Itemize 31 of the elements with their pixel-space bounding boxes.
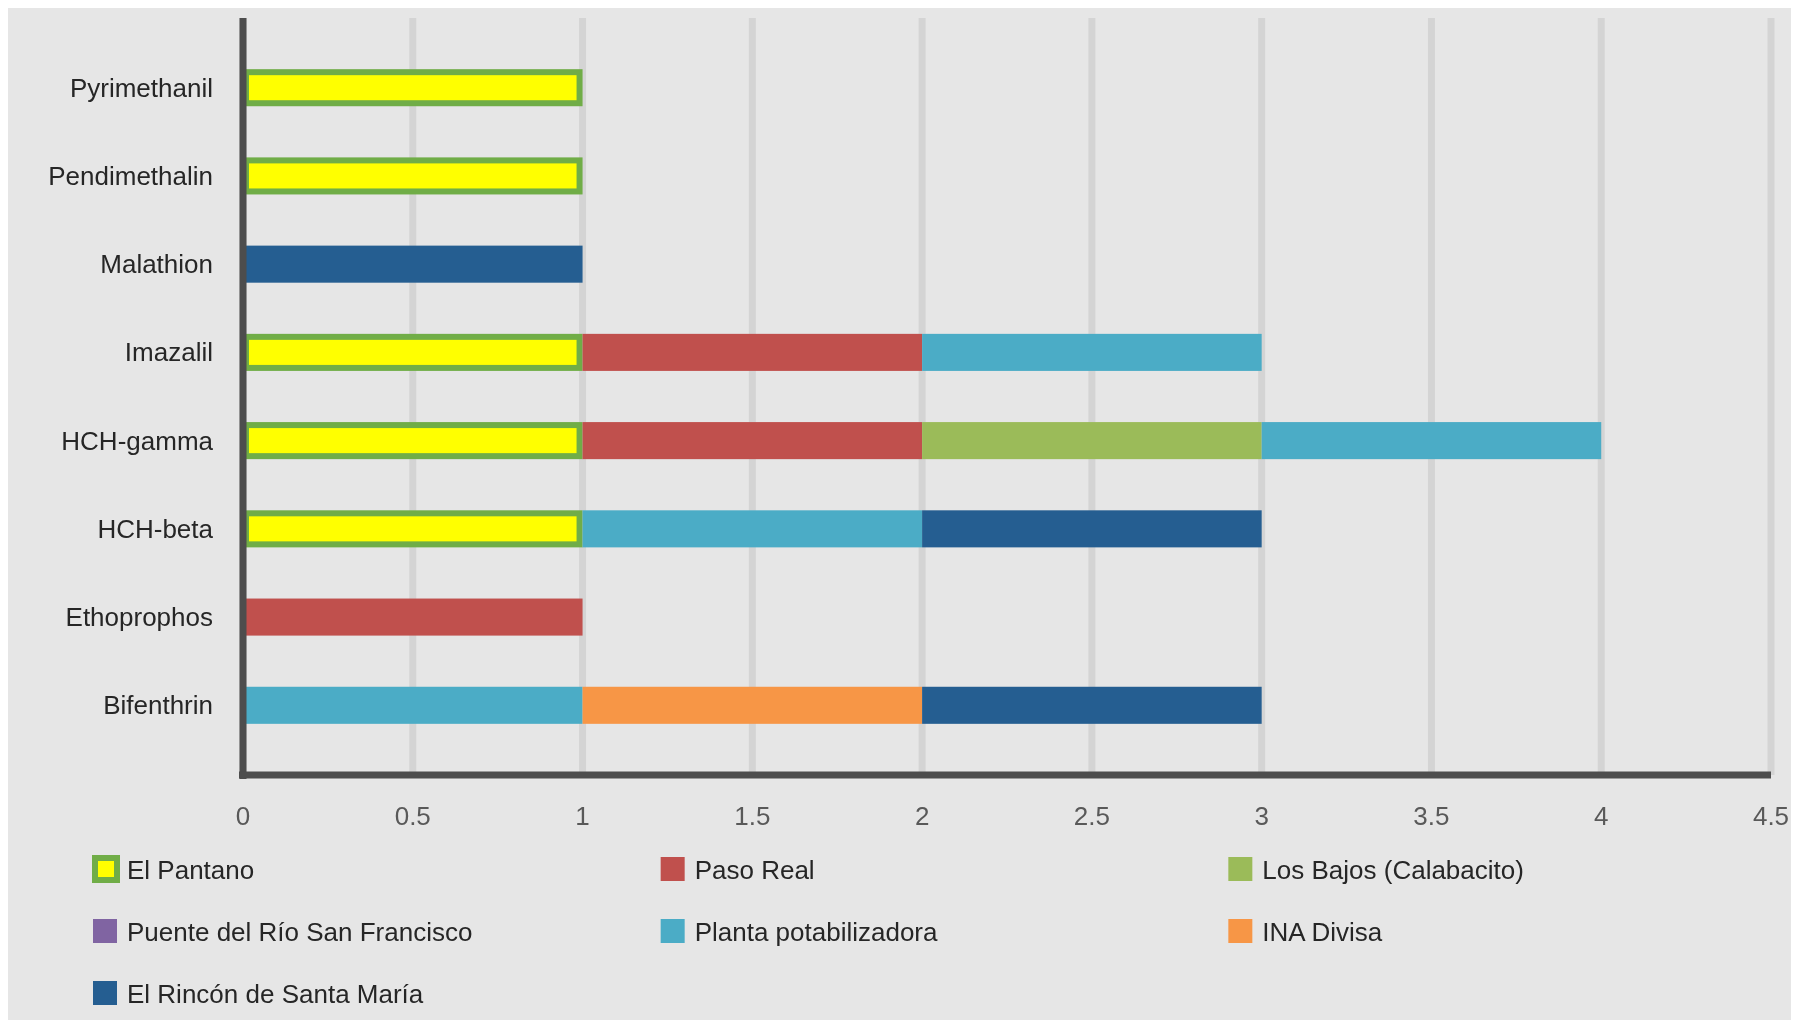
legend-label: Puente del Río San Francisco [127,917,473,948]
y-tick-label: Imazalil [124,337,213,368]
bar [922,333,1262,371]
bar [1261,422,1602,460]
x-tick-label: 4 [1593,801,1609,831]
y-tick-label: Pendimethalin [48,161,213,192]
y-tick-label: Ethoprophos [65,602,213,633]
x-tick-label: 1.5 [734,801,771,831]
legend-label: Planta potabilizadora [694,917,939,948]
legend-label: INA Divisa [1262,917,1383,948]
legend-label: Los Bajos (Calabacito) [1262,855,1524,886]
x-tick-label: 0.5 [394,801,431,831]
y-tick-label: Pyrimethanil [69,72,213,103]
bar [922,510,1262,548]
legend-label: El Pantano [127,855,255,886]
x-tick-label: 2 [914,801,930,831]
y-tick-label: HCH-gamma [61,425,214,456]
legend-label: Paso Real [694,855,815,886]
x-tick-label: 0 [235,801,251,831]
y-tick-label: Malathion [100,249,213,280]
x-tick-label: 4.5 [1752,801,1790,831]
y-tick-label: HCH-beta [97,513,214,544]
bar [922,422,1262,460]
x-tick-label: 2.5 [1073,801,1110,831]
x-tick-label: 1 [575,801,590,831]
bar [922,686,1262,724]
bar [582,686,923,724]
x-tick-label: 3.5 [1413,801,1450,831]
y-tick-label: Bifenthrin [103,690,213,721]
legend-label: El Rincón de Santa María [127,979,424,1010]
x-tick-label: 3 [1254,801,1269,831]
